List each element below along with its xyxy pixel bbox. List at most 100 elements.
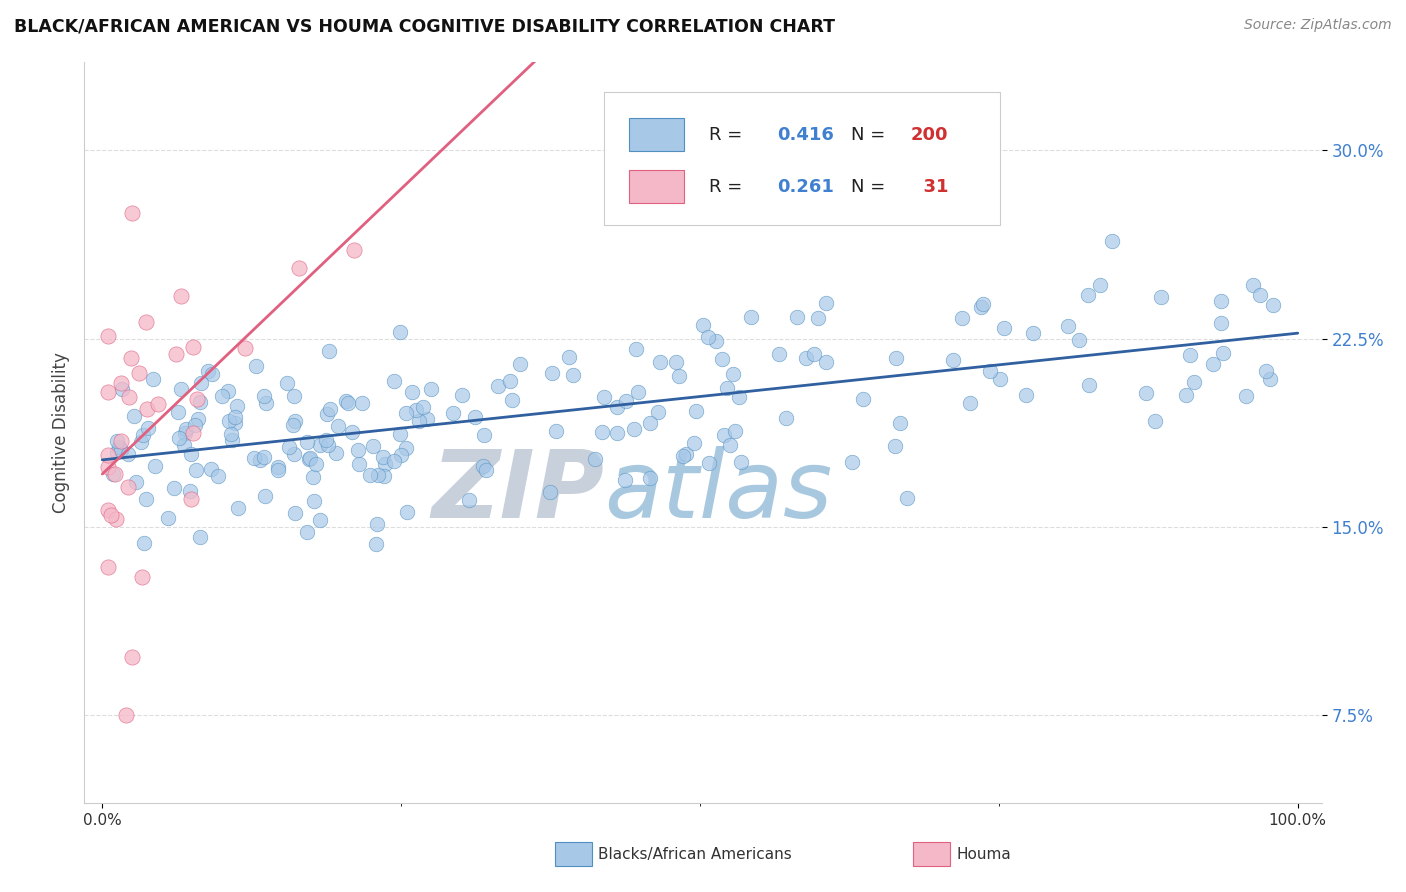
- Point: [803, 347, 825, 361]
- Point: [281, 417, 304, 432]
- Point: [672, 449, 695, 463]
- Bar: [914, 842, 950, 866]
- Point: [201, 368, 224, 382]
- Point: [181, 425, 204, 440]
- Point: [718, 438, 741, 452]
- Point: [541, 366, 564, 380]
- Text: 200: 200: [911, 126, 949, 144]
- Point: [896, 491, 918, 505]
- Point: [221, 434, 243, 448]
- Point: [1258, 371, 1281, 385]
- Point: [367, 468, 389, 483]
- Text: N =: N =: [852, 178, 886, 196]
- Point: [451, 388, 474, 402]
- Point: [1175, 388, 1198, 402]
- Point: [242, 451, 264, 466]
- Point: [1088, 278, 1111, 293]
- Point: [1150, 289, 1173, 303]
- Point: [472, 427, 495, 442]
- Point: [408, 414, 430, 428]
- Point: [728, 390, 751, 404]
- Point: [538, 484, 561, 499]
- Point: [1077, 378, 1099, 392]
- Point: [366, 536, 388, 550]
- Point: [347, 443, 370, 458]
- Point: [318, 343, 340, 358]
- Point: [167, 405, 190, 419]
- Point: [305, 457, 328, 471]
- Point: [315, 433, 337, 447]
- Point: [101, 467, 124, 482]
- Point: [131, 428, 153, 442]
- Point: [606, 400, 628, 414]
- Point: [128, 366, 150, 380]
- Point: [1015, 388, 1038, 402]
- Point: [775, 411, 797, 425]
- Point: [224, 410, 246, 425]
- Point: [180, 491, 202, 506]
- Point: [104, 512, 127, 526]
- Text: Houma: Houma: [956, 847, 1011, 863]
- Point: [706, 334, 728, 349]
- Point: [129, 434, 152, 449]
- Point: [697, 456, 720, 470]
- Point: [685, 403, 707, 417]
- Point: [347, 458, 370, 472]
- Point: [394, 406, 416, 420]
- Point: [233, 341, 256, 355]
- Point: [606, 425, 628, 440]
- Point: [224, 416, 246, 430]
- Bar: [628, 169, 685, 203]
- Point: [111, 382, 134, 396]
- Point: [730, 454, 752, 468]
- Text: R =: R =: [709, 126, 748, 144]
- Point: [180, 447, 202, 461]
- Point: [118, 390, 141, 404]
- Point: [226, 399, 249, 413]
- Point: [623, 422, 645, 436]
- Point: [350, 395, 373, 409]
- Point: [1254, 363, 1277, 377]
- Point: [696, 330, 718, 344]
- Point: [638, 416, 661, 430]
- Text: Source: ZipAtlas.com: Source: ZipAtlas.com: [1244, 18, 1392, 32]
- Point: [627, 384, 650, 399]
- Point: [593, 390, 616, 404]
- Point: [959, 395, 981, 409]
- Point: [173, 438, 195, 452]
- Point: [136, 402, 159, 417]
- Point: [207, 468, 229, 483]
- Point: [807, 310, 830, 325]
- Y-axis label: Cognitive Disability: Cognitive Disability: [52, 352, 70, 513]
- Point: [815, 355, 838, 369]
- Point: [326, 419, 349, 434]
- Point: [1135, 385, 1157, 400]
- Point: [950, 310, 973, 325]
- FancyBboxPatch shape: [605, 92, 1000, 226]
- Point: [441, 406, 464, 420]
- Point: [1077, 288, 1099, 302]
- Point: [993, 321, 1015, 335]
- Point: [768, 347, 790, 361]
- Point: [309, 513, 332, 527]
- Point: [121, 650, 143, 665]
- Point: [179, 483, 201, 498]
- Point: [254, 396, 277, 410]
- Text: N =: N =: [852, 126, 886, 144]
- Point: [308, 437, 330, 451]
- Point: [558, 350, 581, 364]
- Point: [1249, 288, 1271, 302]
- Point: [395, 441, 418, 455]
- Point: [283, 389, 305, 403]
- Point: [499, 374, 522, 388]
- Point: [253, 450, 276, 465]
- Point: [277, 440, 299, 454]
- Point: [104, 467, 127, 482]
- Point: [1101, 235, 1123, 249]
- Point: [794, 351, 817, 365]
- Point: [97, 329, 120, 343]
- Point: [471, 459, 494, 474]
- Point: [1201, 357, 1223, 371]
- Point: [184, 463, 207, 477]
- Point: [283, 447, 305, 461]
